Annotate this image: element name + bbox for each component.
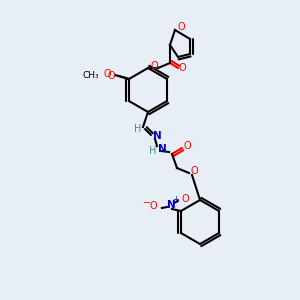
Text: CH₃: CH₃	[82, 71, 99, 80]
Text: N: N	[167, 200, 175, 210]
Text: O: O	[178, 22, 186, 32]
Text: +: +	[172, 196, 179, 205]
Text: H: H	[149, 146, 157, 156]
Text: O: O	[103, 69, 111, 79]
Text: O: O	[107, 71, 115, 81]
Text: O: O	[190, 166, 198, 176]
Text: O: O	[150, 61, 158, 71]
Text: O: O	[181, 194, 189, 204]
Text: O: O	[183, 141, 191, 151]
Text: O: O	[149, 201, 157, 211]
Text: N: N	[158, 144, 166, 154]
Text: N: N	[153, 131, 161, 141]
Text: −: −	[143, 198, 151, 208]
Text: O: O	[178, 63, 186, 73]
Text: H: H	[134, 124, 142, 134]
